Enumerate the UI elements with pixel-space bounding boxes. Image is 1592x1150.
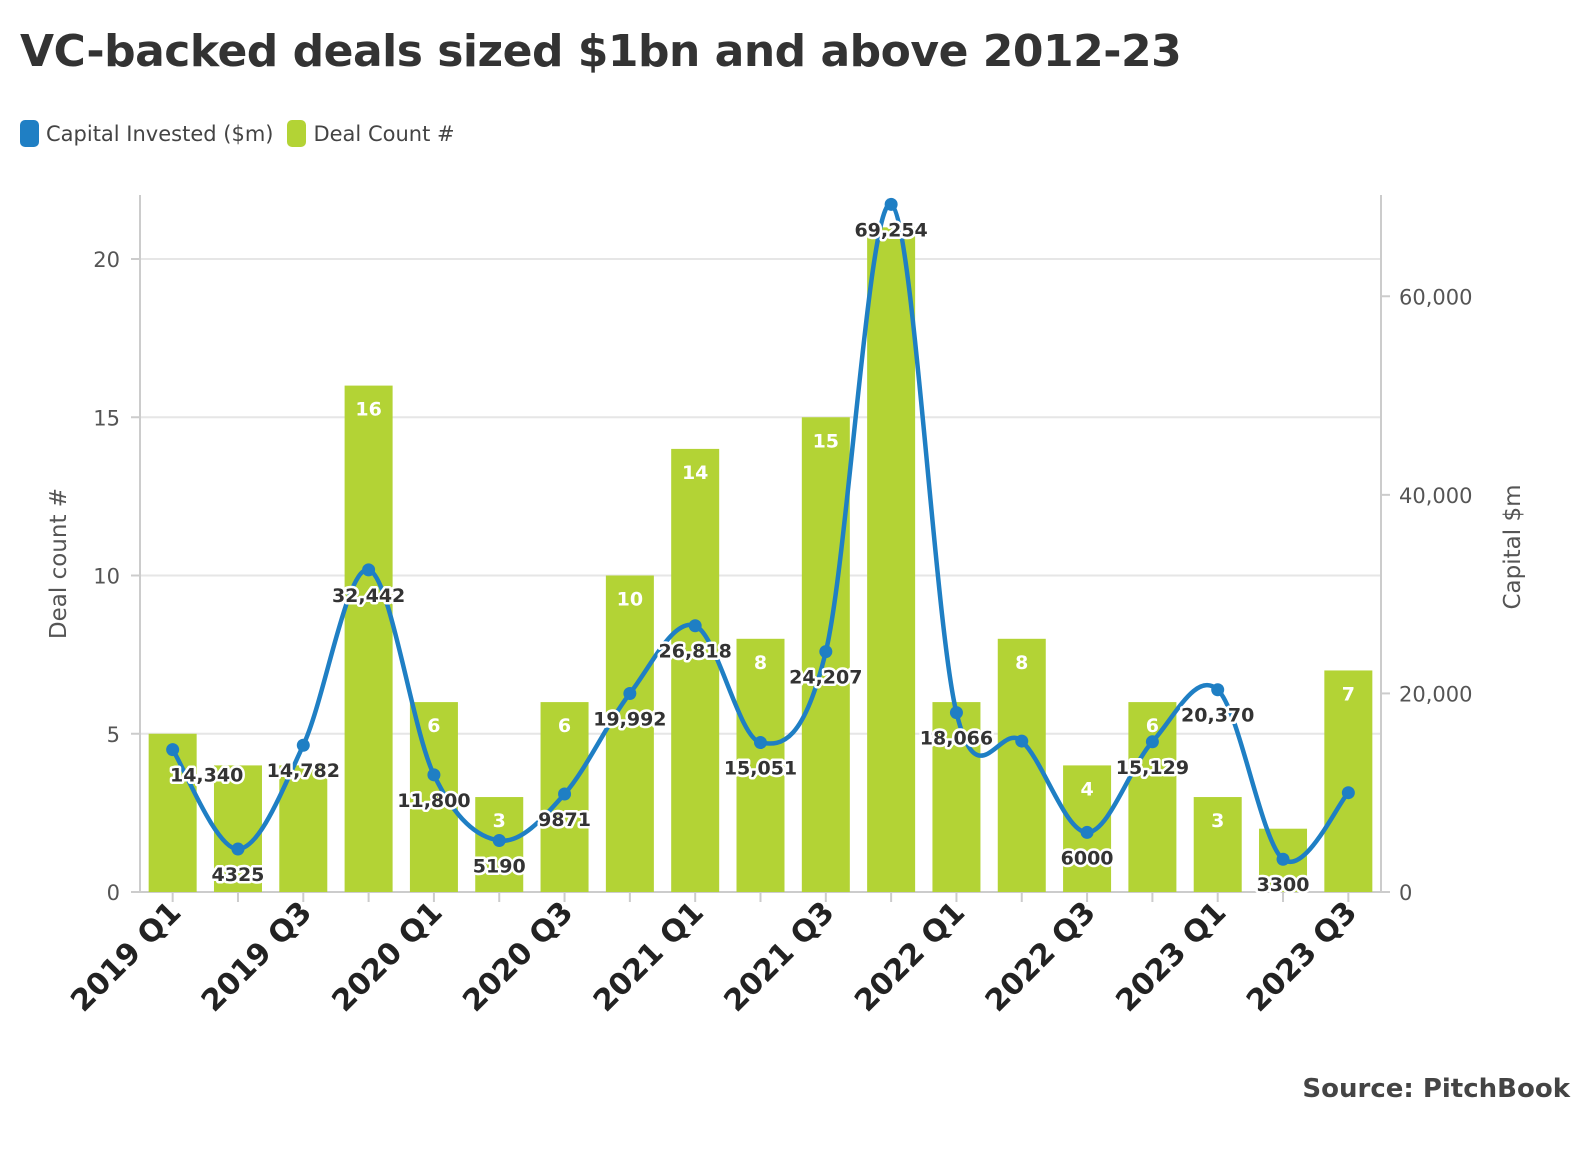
line-value-label: 4325 [212,864,265,886]
chart-title: VC-backed deals sized $1bn and above 201… [20,26,1182,77]
legend: Capital Invested ($m) Deal Count # [20,120,455,147]
line-value-label: 15,129 [1116,757,1189,779]
y-right-tick-label: 0 [1399,881,1412,905]
x-tick-label: 2023 Q3 [1240,895,1364,1019]
bar-value-label: 6 [558,715,571,737]
legend-swatch-deals [287,120,307,147]
line-value-label: 18,066 [920,728,993,750]
capital-point [231,842,245,856]
line-value-label: 19,992 [593,708,666,730]
x-axis-group: 2019 Q1 2019 Q3 2020 Q1 2020 Q3 2021 Q1 2021 … [64,892,1364,1019]
bar-value-label: 15 [813,430,839,452]
bar-value-label: 8 [754,652,767,674]
x-tick-label: 2022 Q3 [979,895,1103,1019]
bar-value-label: 8 [1015,652,1028,674]
capital-point [1015,734,1029,748]
line-value-label: 5190 [473,855,526,877]
line-value-label: 15,051 [724,758,797,780]
y-left-axis-title: Deal count # [46,488,72,639]
bar [148,733,197,892]
line-value-label: 11,800 [397,790,470,812]
line-value-label: 24,207 [789,667,862,689]
bar [605,575,654,892]
capital-point [166,743,180,757]
line-value-label: 14,340 [170,765,243,787]
line-value-label: 20,370 [1181,705,1254,727]
bar [671,448,720,892]
y-right-tick-label: 40,000 [1399,484,1472,508]
y-left-tick-label: 15 [93,406,120,430]
x-tick-label: 2019 Q3 [195,895,319,1019]
line-value-label: 9871 [538,809,591,831]
axes-group: 0 5 10 15 20 0 20,000 40,000 60,000 Deal count # C… [46,195,1526,905]
source-note: Source: PitchBook [1302,1074,1570,1104]
y-right-axis-title: Capital $m [1500,485,1526,610]
y-right-tick-label: 60,000 [1399,285,1472,309]
capital-point [1145,735,1159,749]
line-value-label: 14,782 [267,760,340,782]
y-left-tick-label: 10 [93,565,120,589]
y-left-tick-label: 5 [107,723,120,747]
capital-point [884,197,898,211]
capital-point [296,738,310,752]
bar [1193,797,1242,892]
bar-value-label: 3 [493,810,506,832]
legend-label-deals: Deal Count # [313,121,455,146]
line-value-label: 3300 [1257,874,1310,896]
legend-label-capital: Capital Invested ($m) [46,121,274,146]
bar-value-label: 3 [1211,810,1224,832]
capital-point [492,833,506,847]
x-tick-label: 2021 Q1 [587,895,711,1019]
bar [1128,702,1177,892]
bar-value-label: 7 [1342,683,1355,705]
x-tick-label: 2019 Q1 [64,895,188,1019]
legend-item-capital[interactable]: Capital Invested ($m) [20,120,273,147]
bar [932,702,981,892]
y-right-tick-label: 20,000 [1399,682,1472,706]
x-tick-label: 2020 Q3 [456,895,580,1019]
capital-point [1276,852,1290,866]
capital-point [427,768,441,782]
capital-point [688,619,702,633]
capital-point [819,645,833,659]
bar [1324,670,1373,892]
capital-point [949,706,963,720]
capital-point [362,563,376,577]
capital-point [1211,683,1225,697]
bar-value-label: 16 [355,399,381,421]
bar [213,765,262,892]
capital-point [623,686,637,700]
bar-value-label: 6 [1146,715,1159,737]
legend-swatch-capital [20,120,39,147]
bar [279,765,328,892]
line-value-label: 6000 [1061,847,1114,869]
bar [867,227,916,893]
line-value-label: 69,254 [854,219,927,241]
bar-value-label: 14 [682,462,708,484]
bar-value-label: 4 [1080,778,1093,800]
bars-group [148,227,1373,893]
x-tick-label: 2022 Q1 [848,895,972,1019]
legend-item-deals[interactable]: Deal Count # [287,120,455,147]
capital-point [558,787,572,801]
bar-labels-group: 16 6 3 6 10 14 8 15 8 4 6 3 7 [355,399,1355,832]
y-left-tick-label: 20 [93,248,120,272]
capital-point [754,736,767,750]
capital-point [1080,825,1094,839]
x-tick-label: 2020 Q1 [326,895,450,1019]
line-labels-group: 14,340 4325 14,782 32,442 11,800 5190 9871 19,9… [167,217,1311,899]
y-left-tick-label: 0 [107,881,120,905]
bar [344,385,393,892]
bar-value-label: 10 [617,589,643,611]
bar [736,638,785,892]
capital-point [1341,786,1355,800]
line-value-label: 32,442 [332,585,405,607]
line-value-label: 26,818 [659,641,732,663]
bar-value-label: 6 [427,715,440,737]
x-tick-label: 2023 Q1 [1109,895,1233,1019]
line-group [166,197,1355,866]
x-tick-label: 2021 Q3 [717,895,841,1019]
